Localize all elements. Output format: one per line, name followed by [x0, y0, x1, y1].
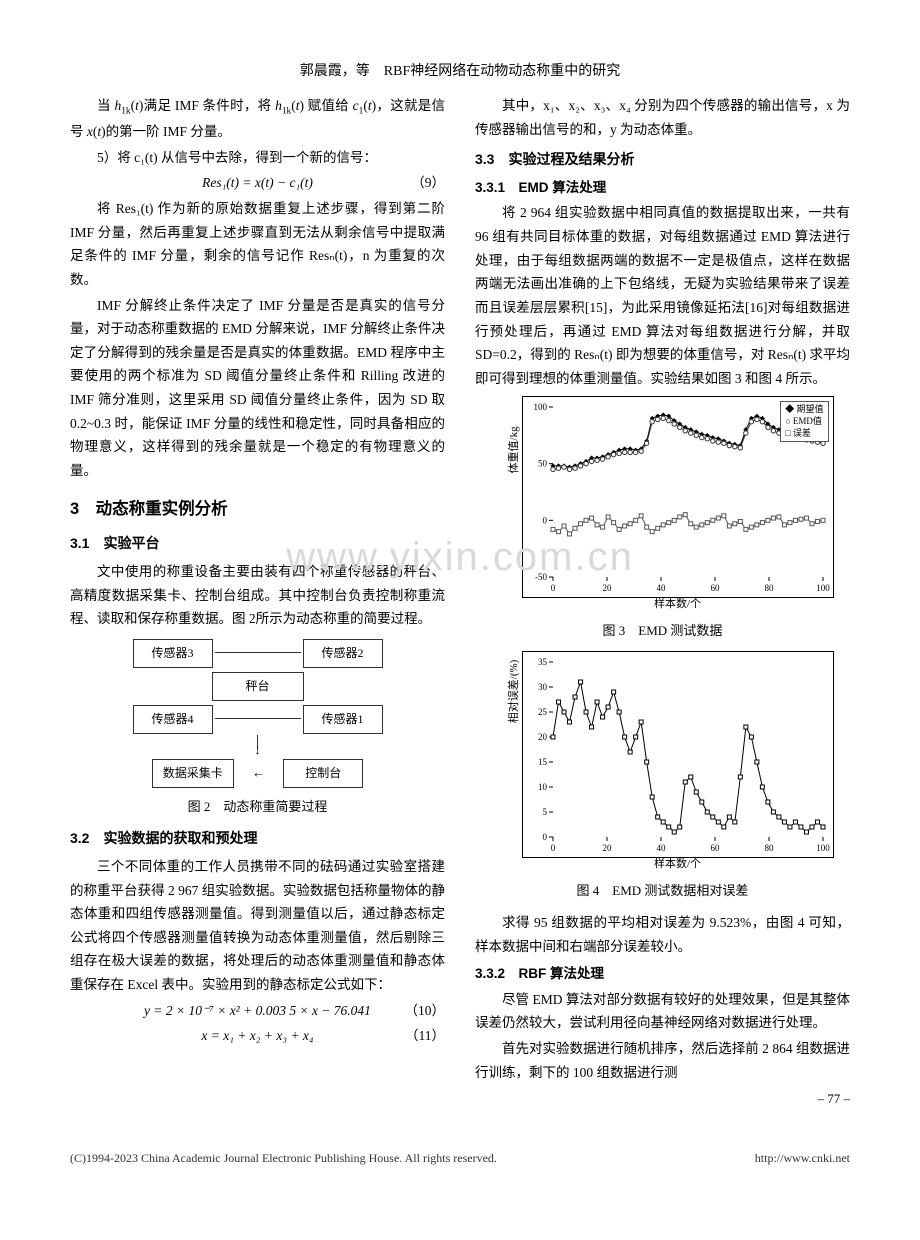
svg-text:0: 0: [550, 843, 555, 853]
svg-text:25: 25: [538, 707, 548, 717]
svg-text:100: 100: [816, 843, 830, 853]
chart3-xlabel: 样本数/个: [523, 595, 833, 614]
section-3-1-heading: 3.1 实验平台: [70, 531, 445, 556]
chart3-ylabel: 体重值/kg: [505, 427, 524, 474]
left-column: 当 h1k(t)满足 IMF 条件时，将 h1k(t) 赋值给 c1(t)，这就…: [70, 94, 445, 1111]
flow-node-sensor1: 传感器1: [303, 705, 383, 734]
flow-node-platform: 秤台: [212, 672, 304, 701]
svg-text:100: 100: [816, 583, 830, 593]
svg-text:5: 5: [542, 807, 547, 817]
svg-text:0: 0: [550, 583, 555, 593]
svg-text:40: 40: [656, 843, 666, 853]
right-column: 其中，x₁、x₂、x₃、x₄ 分别为四个传感器的输出信号，x 为传感器输出信号的…: [475, 94, 850, 1111]
svg-text:80: 80: [764, 583, 774, 593]
para: 尽管 EMD 算法对部分数据有较好的处理效果，但是其整体误差仍然较大，尝试利用径…: [475, 988, 850, 1035]
figure-2-caption: 图 2 动态称重简要过程: [70, 796, 445, 819]
svg-text:20: 20: [538, 732, 548, 742]
section-3-3-heading: 3.3 实验过程及结果分析: [475, 147, 850, 172]
equation-10: y = 2 × 10⁻⁷ × x² + 0.003 5 × x − 76.041…: [70, 999, 445, 1023]
svg-text:40: 40: [656, 583, 666, 593]
svg-text:-50: -50: [535, 572, 547, 582]
svg-text:100: 100: [533, 402, 547, 412]
svg-text:0: 0: [542, 832, 547, 842]
figure-2-flowchart: 传感器3 传感器2 秤台 传感器4 传感器1 │↓ 数据采集卡 ←: [133, 639, 383, 788]
svg-text:15: 15: [538, 757, 548, 767]
section-3-3-2-heading: 3.3.2 RBF 算法处理: [475, 962, 850, 986]
flow-node-sensor4: 传感器4: [133, 705, 213, 734]
para: 当 h1k(t)满足 IMF 条件时，将 h1k(t) 赋值给 c1(t)，这就…: [70, 94, 445, 144]
flow-node-sensor2: 传感器2: [303, 639, 383, 668]
running-header: 郭晨霞，等 RBF神经网络在动物动态称重中的研究: [70, 60, 850, 80]
figure-4-chart: 02040608010005101520253035 相对误差/(%) 样本数/…: [522, 651, 834, 858]
para: 5）将 c₁(t) 从信号中去除，得到一个新的信号：: [70, 146, 445, 170]
flow-node-sensor3: 传感器3: [133, 639, 213, 668]
svg-text:35: 35: [538, 657, 548, 667]
para: 其中，x₁、x₂、x₃、x₄ 分别为四个传感器的输出信号，x 为传感器输出信号的…: [475, 94, 850, 141]
figure-4-caption: 图 4 EMD 测试数据相对误差: [475, 880, 850, 903]
chart4-ylabel: 相对误差/(%): [505, 659, 524, 723]
section-3-heading: 3 动态称重实例分析: [70, 495, 445, 524]
svg-text:60: 60: [710, 843, 720, 853]
flow-node-ctrl: 控制台: [283, 759, 363, 788]
footer: (C)1994-2023 China Academic Journal Elec…: [0, 1141, 920, 1186]
figure-3-caption: 图 3 EMD 测试数据: [475, 620, 850, 643]
equation-11: x = x₁ + x₂ + x₃ + x₄ （11）: [70, 1024, 445, 1048]
svg-text:60: 60: [710, 583, 720, 593]
footer-url: http://www.cnki.net: [755, 1151, 850, 1166]
svg-text:80: 80: [764, 843, 774, 853]
para: 首先对实验数据进行随机排序，然后选择前 2 864 组数据进行训练，剩下的 10…: [475, 1037, 850, 1084]
equation-9: Res₁(t) = x(t) − c₁(t) （9）: [70, 171, 445, 195]
section-3-2-heading: 3.2 实验数据的获取和预处理: [70, 826, 445, 851]
footer-copyright: (C)1994-2023 China Academic Journal Elec…: [70, 1151, 497, 1166]
chart4-xlabel: 样本数/个: [523, 855, 833, 874]
para: IMF 分解终止条件决定了 IMF 分量是否是真实的信号分量，对于动态称重数据的…: [70, 294, 445, 483]
svg-text:0: 0: [542, 516, 547, 526]
figure-3-chart: 020406080100-50050100 ◆ 期望值 ○ EMD值 □ 误差 …: [522, 396, 834, 598]
para: 将 2 964 组实验数据中相同真值的数据提取出来，一共有 96 组有共同目标体…: [475, 201, 850, 390]
svg-text:50: 50: [538, 459, 548, 469]
para: 文中使用的称重设备主要由装有四个称重传感器的秤台、高精度数据采集卡、控制台组成。…: [70, 560, 445, 631]
svg-text:20: 20: [602, 843, 612, 853]
svg-text:10: 10: [538, 782, 548, 792]
page-number: – 77 –: [475, 1088, 850, 1111]
para: 将 Res₁(t) 作为新的原始数据重复上述步骤，得到第二阶 IMF 分量，然后…: [70, 197, 445, 292]
para: 求得 95 组数据的平均相对误差为 9.523%，由图 4 可知，样本数据中间和…: [475, 911, 850, 958]
flow-node-daq: 数据采集卡: [152, 759, 234, 788]
svg-text:30: 30: [538, 682, 548, 692]
svg-text:20: 20: [602, 583, 612, 593]
figure-3-legend: ◆ 期望值 ○ EMD值 □ 误差: [780, 401, 828, 442]
para: 三个不同体重的工作人员携带不同的砝码通过实验室搭建的称重平台获得 2 967 组…: [70, 855, 445, 997]
section-3-3-1-heading: 3.3.1 EMD 算法处理: [475, 176, 850, 200]
